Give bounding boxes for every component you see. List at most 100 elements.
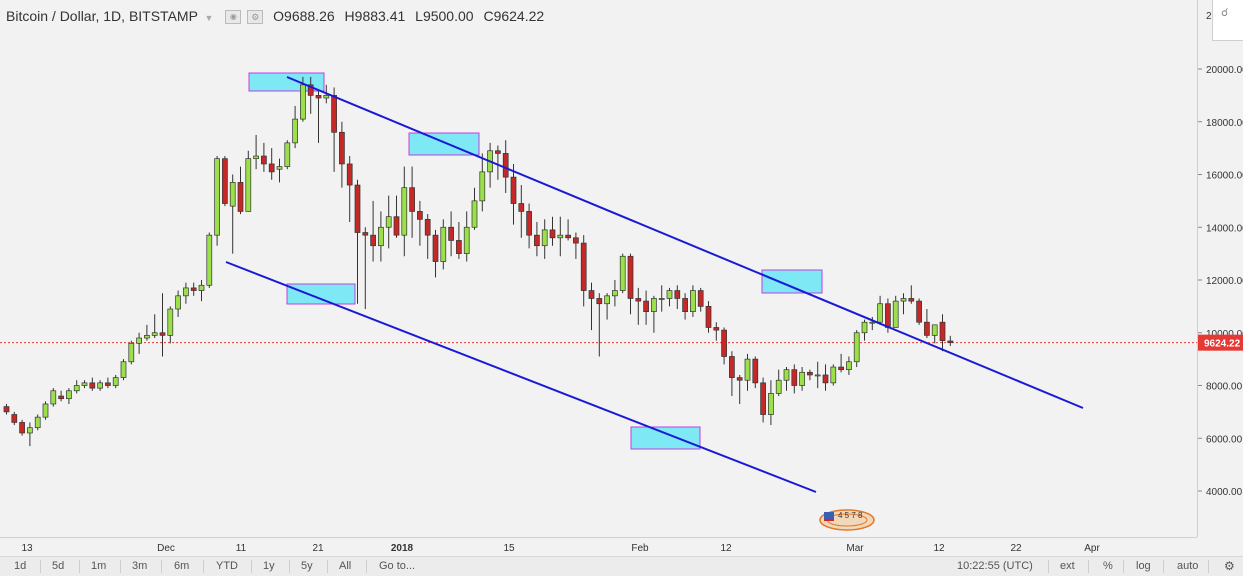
candle-body xyxy=(807,371,813,376)
candle-body xyxy=(549,229,556,239)
last-price-badge xyxy=(1198,334,1243,351)
chart-pane[interactable]: 4 5 7 8 Bitcoin / Dollar, 1D, BITSTAMP ▼… xyxy=(0,0,1197,537)
candle xyxy=(440,219,447,270)
candle-body xyxy=(674,290,681,299)
time-tick-label: 12 xyxy=(720,543,732,554)
candle-body xyxy=(752,358,759,384)
channel-upper-line[interactable] xyxy=(286,76,1084,409)
highlight-box[interactable] xyxy=(286,283,356,305)
legend-dropdown-icon[interactable]: ▼ xyxy=(204,13,214,23)
ext-toggle[interactable]: ext xyxy=(1060,560,1075,572)
candle xyxy=(385,195,392,249)
candle xyxy=(869,316,876,331)
ohlc-values: O9688.26 H9883.41 L9500.00 C9624.22 xyxy=(273,8,544,24)
candle-body xyxy=(34,416,41,429)
time-tick-label: 11 xyxy=(236,543,247,554)
candle xyxy=(744,353,751,391)
timeframe-1m[interactable]: 1m xyxy=(91,560,107,572)
candle xyxy=(518,185,525,238)
candle-body xyxy=(502,153,509,178)
candle xyxy=(417,200,423,246)
clock-readout[interactable]: 10:22:55 (UTC) xyxy=(957,560,1033,572)
price-tick-label: 18000.00 xyxy=(1206,118,1243,129)
channel-lower-line[interactable] xyxy=(225,261,817,493)
candle xyxy=(50,388,57,407)
candle xyxy=(89,377,96,391)
candle xyxy=(612,280,618,307)
eye-icon[interactable]: ◉ xyxy=(225,10,242,25)
candle xyxy=(144,324,150,341)
auto-toggle[interactable]: auto xyxy=(1177,560,1199,572)
candle-body xyxy=(393,216,400,236)
candle xyxy=(183,282,189,304)
timeframe-3m[interactable]: 3m xyxy=(132,560,148,572)
candle-body xyxy=(729,356,735,378)
candle-body xyxy=(120,361,127,378)
timeframe-1d[interactable]: 1d xyxy=(14,560,27,572)
time-tick-label: 22 xyxy=(1010,543,1022,554)
candle-body xyxy=(877,303,883,323)
chart-canvas[interactable]: 4 5 7 8 xyxy=(0,0,1197,537)
candle-body xyxy=(744,358,751,381)
price-tick-label: 6000.00 xyxy=(1206,434,1243,445)
candle xyxy=(939,314,946,352)
candle xyxy=(128,340,135,365)
candle xyxy=(846,356,852,375)
symbol-title[interactable]: Bitcoin / Dollar, 1D, BITSTAMP xyxy=(6,8,198,24)
timeframe-ytd[interactable]: YTD xyxy=(216,560,238,572)
candle xyxy=(167,306,174,344)
highlight-box[interactable] xyxy=(761,269,823,294)
candle-body xyxy=(229,182,236,207)
timeframe-5d[interactable]: 5d xyxy=(52,560,65,572)
magnet-icon[interactable]: ☌ xyxy=(1221,7,1229,19)
settings-icon[interactable]: ⚙ xyxy=(247,10,264,25)
time-axis[interactable]: 13 Dec 11 21 2018 15 Feb 12 Mar 12 22 Apr xyxy=(0,537,1197,557)
price-axis[interactable]: 20000.00 18000.00 16000.00 14000.00 12000.00… xyxy=(1197,0,1243,537)
last-price-label: 9624.22 xyxy=(1204,339,1241,350)
candle-body xyxy=(916,300,922,323)
candle xyxy=(463,211,470,262)
candle-body xyxy=(783,369,790,381)
settings-gear-icon[interactable]: ⚙ xyxy=(1224,559,1235,573)
candle xyxy=(619,253,626,294)
candle-body xyxy=(19,422,25,434)
candle-body xyxy=(73,385,80,392)
open-label: O xyxy=(273,8,285,24)
candle xyxy=(362,227,369,310)
candle-body xyxy=(261,155,267,165)
candle-body xyxy=(323,95,330,99)
time-tick-label: 15 xyxy=(503,543,515,554)
candle xyxy=(697,287,704,312)
highlight-box[interactable] xyxy=(630,426,701,450)
candle xyxy=(370,200,376,262)
goto-button[interactable]: Go to... xyxy=(379,560,416,572)
timeframe-all[interactable]: All xyxy=(339,560,352,572)
timeframe-1y[interactable]: 1y xyxy=(263,560,275,572)
candle xyxy=(690,285,696,317)
time-tick-label: 21 xyxy=(312,543,324,554)
candle-body xyxy=(947,340,954,344)
candle xyxy=(838,353,844,373)
candle-body xyxy=(612,290,618,297)
timeframe-5y[interactable]: 5y xyxy=(301,560,313,572)
timeframe-6m[interactable]: 6m xyxy=(174,560,190,572)
candle-body xyxy=(846,361,852,371)
candle xyxy=(853,330,860,368)
candle-body xyxy=(222,158,228,204)
candle-body xyxy=(463,226,470,254)
watermark-logo: 4 5 7 8 xyxy=(819,509,875,531)
candle-body xyxy=(159,332,166,336)
candle-body xyxy=(838,366,844,371)
chart-corner-widget[interactable]: ☌ xyxy=(1212,0,1243,41)
candle-body xyxy=(292,118,298,144)
candle xyxy=(97,380,103,391)
candle xyxy=(588,282,595,331)
candle-body xyxy=(362,232,369,236)
percent-toggle[interactable]: % xyxy=(1103,560,1113,572)
candle-body xyxy=(705,306,712,328)
candle-body xyxy=(495,150,501,154)
candle xyxy=(643,290,649,325)
log-toggle[interactable]: log xyxy=(1136,560,1151,572)
candle-body xyxy=(339,131,345,165)
candle-body xyxy=(268,163,275,173)
